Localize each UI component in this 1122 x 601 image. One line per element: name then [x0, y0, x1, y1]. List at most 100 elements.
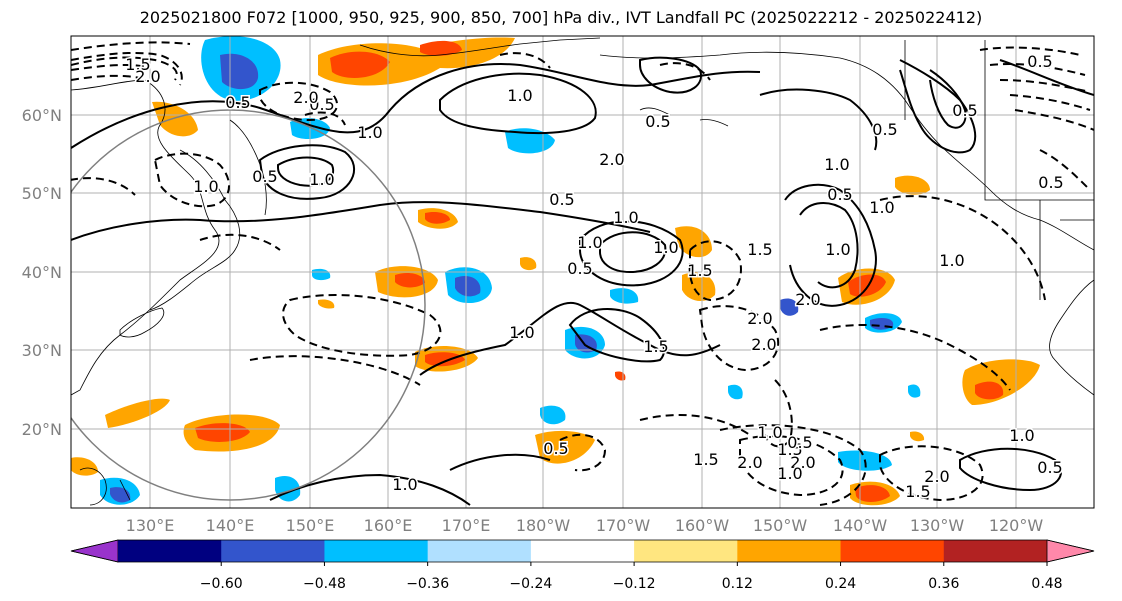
positive-anomaly [615, 371, 626, 381]
lat-label: 30°N [22, 341, 62, 360]
positive-anomaly [395, 272, 425, 288]
colorbar-segment [118, 540, 222, 562]
contour-label: 1.0 [653, 238, 678, 257]
positive-anomaly [105, 398, 170, 428]
colorbar-segment [840, 540, 945, 562]
lon-label: 160°W [675, 516, 730, 535]
negative-anomaly [728, 384, 743, 400]
contour-label: 0.5 [1027, 52, 1052, 71]
contour-label: 0.5 [952, 101, 977, 120]
contour-label: 2.0 [751, 335, 776, 354]
contour-label: 1.0 [309, 170, 334, 189]
contour-label: 2.0 [747, 309, 772, 328]
plot-frame [70, 35, 1095, 509]
contour-lines [71, 56, 1094, 506]
positive-anomaly [535, 430, 595, 464]
contour-label: 1.5 [693, 450, 718, 469]
coastlines [71, 37, 1094, 506]
contour-label: 1.5 [643, 337, 668, 356]
positive-anomaly [425, 352, 465, 367]
lon-label: 130°E [126, 516, 175, 535]
contour-label: 1.0 [757, 423, 782, 442]
negative-anomaly [908, 384, 921, 398]
colorbar-tick-label: 0.12 [722, 576, 753, 592]
colorbar-tick-label: −0.24 [509, 576, 552, 592]
positive-anomaly [71, 457, 98, 476]
colorbar-segment [324, 540, 429, 562]
contour-label: 1.0 [824, 155, 849, 174]
lat-label: 60°N [22, 106, 62, 125]
colorbar-segment [634, 540, 738, 562]
contour-label: 1.5 [125, 55, 150, 74]
contour-label: 1.0 [939, 251, 964, 270]
positive-anomaly [420, 40, 462, 56]
colorbar-tick-label: 0.36 [928, 576, 959, 592]
contour-label: 1.0 [825, 240, 850, 259]
contour-label: 2.0 [790, 453, 815, 472]
colorbar-segment [427, 540, 532, 562]
contour-label: 0.5 [549, 190, 574, 209]
positive-anomaly [675, 226, 712, 258]
contour-label: 0.5 [543, 439, 568, 458]
positive-anomaly [895, 175, 930, 195]
contour-label: 1.0 [777, 464, 802, 483]
positive-anomaly [318, 299, 335, 309]
contour-label: 1.0 [869, 198, 894, 217]
contour-label: 2.0 [924, 467, 949, 486]
contour-label: 2.0 [599, 150, 624, 169]
colorbar-tick-label: −0.36 [406, 576, 449, 592]
contour-label: 0.5 [252, 167, 277, 186]
positive-anomaly [910, 431, 925, 442]
lon-label: 120°W [989, 516, 1044, 535]
colorbar-tick-label: −0.12 [613, 576, 656, 592]
contour-label: 0.5 [567, 259, 592, 278]
contour-label: 2.0 [135, 67, 160, 86]
domain-circle [71, 109, 426, 501]
colorbar-max-arrow [1046, 539, 1095, 563]
colorbar-min-arrow [70, 539, 119, 563]
lon-label: 180°W [516, 516, 571, 535]
colorbar-segment [221, 540, 325, 562]
contour-label: 1.5 [687, 261, 712, 280]
lon-label: 170°E [442, 516, 491, 535]
contour-label: 0.5 [872, 120, 897, 139]
contour-label: 0.5 [1037, 458, 1062, 477]
contour-label: 2.0 [795, 290, 820, 309]
contour-label: 1.0 [193, 177, 218, 196]
contour-label: 1.0 [392, 475, 417, 494]
colorbar-tick-label: −0.48 [303, 576, 346, 592]
colorbar-segment [530, 540, 635, 562]
lon-label: 130°W [910, 516, 965, 535]
colorbar-segment [943, 540, 1048, 562]
lat-label: 50°N [22, 184, 62, 203]
positive-anomaly [975, 381, 1004, 400]
contour-label: 1.0 [509, 323, 534, 342]
contour-label: 0.5 [645, 112, 670, 131]
positive-anomaly [195, 423, 250, 442]
colorbar-ticks: −0.60 −0.48 −0.36 −0.24 −0.12 0.12 0.24 0.36 0.4… [200, 562, 1063, 592]
longitude-labels: 130°E 140°E 150°E 160°E 170°E 180°W 170°… [126, 516, 1044, 535]
contour-label: 1.0 [507, 86, 532, 105]
positive-anomaly [152, 101, 198, 137]
colorbar-tick-label: 0.48 [1031, 576, 1062, 592]
lat-label: 20°N [22, 420, 62, 439]
lon-label: 170°W [596, 516, 651, 535]
contour-lines-negative [71, 41, 1094, 506]
lon-label: 150°E [286, 516, 335, 535]
contour-label: 0.5 [787, 433, 812, 452]
positive-anomaly [962, 359, 1040, 405]
contour-label: 1.5 [905, 482, 930, 501]
positive-anomaly [425, 211, 450, 224]
negative-anomaly [312, 268, 331, 281]
negative-anomaly [540, 405, 566, 425]
contour-label: 1.0 [613, 208, 638, 227]
colorbar-frame [70, 539, 1095, 563]
contour-label: 2.0 [293, 88, 318, 107]
lon-label: 140°W [833, 516, 888, 535]
lat-label: 40°N [22, 263, 62, 282]
positive-anomaly [330, 51, 390, 78]
contour-label: 2.0 [737, 453, 762, 472]
shading-layer [71, 36, 1040, 506]
colorbar-tick-label: −0.60 [200, 576, 243, 592]
positive-anomaly [855, 485, 890, 502]
